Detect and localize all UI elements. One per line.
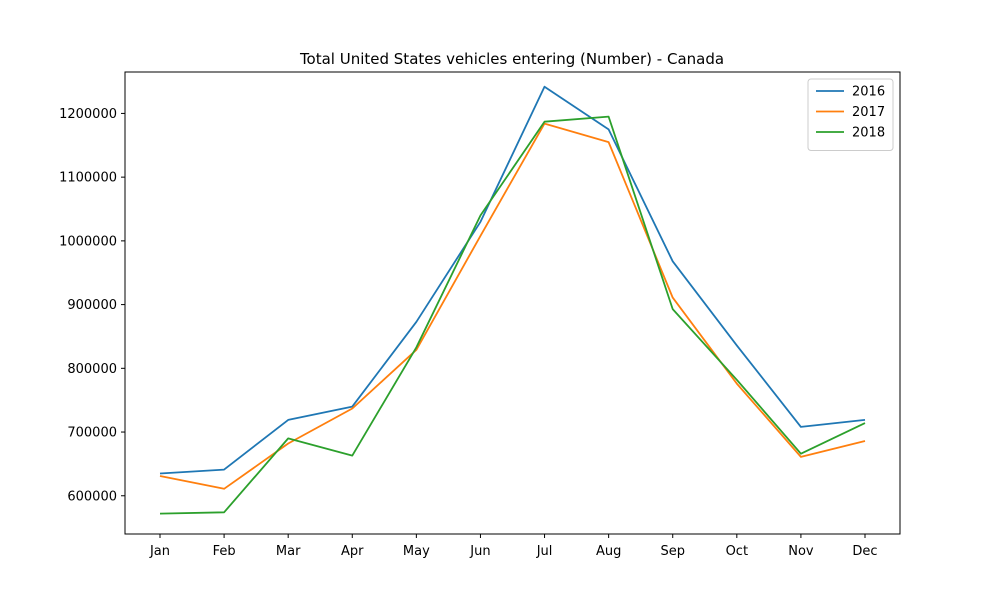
x-tick-label: Aug bbox=[596, 544, 621, 559]
chart-title: Total United States vehicles entering (N… bbox=[299, 50, 724, 68]
y-tick-label: 1200000 bbox=[59, 107, 117, 122]
series-line-2018 bbox=[159, 115, 866, 515]
y-tick-label: 900000 bbox=[67, 298, 117, 313]
x-tick-label: Sep bbox=[660, 544, 685, 559]
legend-label-2017: 2017 bbox=[852, 105, 885, 120]
x-tick-label: Apr bbox=[341, 544, 364, 559]
series-layer bbox=[159, 85, 866, 515]
legend-label-2016: 2016 bbox=[852, 85, 885, 100]
x-tick-label: Nov bbox=[788, 544, 814, 559]
legend-label-2018: 2018 bbox=[852, 126, 885, 141]
x-tick-label: May bbox=[403, 544, 430, 559]
plot-area-frame bbox=[124, 71, 901, 535]
series-line-2016 bbox=[159, 85, 866, 475]
x-tick-label: Dec bbox=[852, 544, 877, 559]
y-axis: 600000 700000 800000 900000 1000000 1100000 12… bbox=[59, 107, 125, 504]
x-tick-label: Jun bbox=[469, 544, 490, 559]
y-tick-label: 1000000 bbox=[59, 234, 117, 249]
series-line-2017 bbox=[159, 122, 866, 490]
y-tick-label: 600000 bbox=[67, 489, 117, 504]
y-tick-label: 800000 bbox=[67, 362, 117, 377]
legend: 2016 2017 2018 bbox=[807, 78, 894, 151]
y-tick-label: 1100000 bbox=[59, 171, 117, 186]
x-tick-label: Mar bbox=[276, 544, 301, 559]
x-tick-label: Feb bbox=[213, 544, 236, 559]
x-tick-label: Jan bbox=[149, 544, 170, 559]
y-tick-label: 700000 bbox=[67, 426, 117, 441]
x-axis: Jan Feb Mar Apr May Jun Jul Aug Sep Oct Nov Dec bbox=[149, 534, 878, 559]
x-tick-label: Jul bbox=[536, 544, 553, 559]
x-tick-label: Oct bbox=[726, 544, 748, 559]
